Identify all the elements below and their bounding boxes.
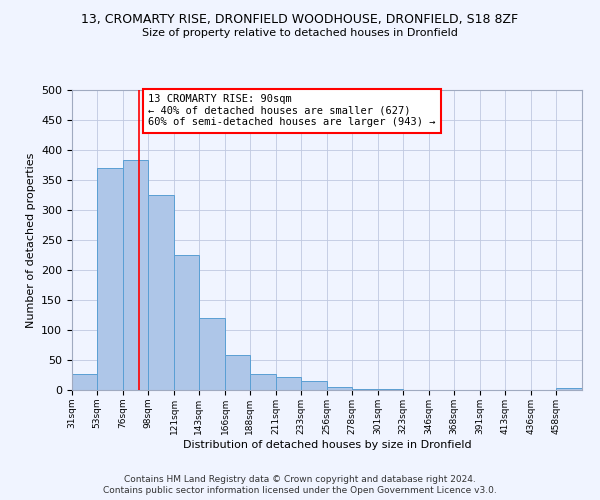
Bar	[97, 168, 123, 390]
Bar	[352, 389, 378, 390]
Bar	[148, 195, 174, 390]
Bar	[72, 374, 97, 390]
Bar	[174, 255, 199, 390]
Bar	[556, 388, 582, 390]
Text: Contains public sector information licensed under the Open Government Licence v3: Contains public sector information licen…	[103, 486, 497, 495]
Y-axis label: Number of detached properties: Number of detached properties	[26, 152, 35, 328]
Text: Size of property relative to detached houses in Dronfield: Size of property relative to detached ho…	[142, 28, 458, 38]
Text: 13, CROMARTY RISE, DRONFIELD WOODHOUSE, DRONFIELD, S18 8ZF: 13, CROMARTY RISE, DRONFIELD WOODHOUSE, …	[82, 12, 518, 26]
Bar	[199, 318, 225, 390]
Bar	[225, 355, 250, 390]
X-axis label: Distribution of detached houses by size in Dronfield: Distribution of detached houses by size …	[182, 440, 472, 450]
Bar	[301, 381, 327, 390]
Bar	[250, 374, 276, 390]
Bar	[276, 377, 301, 390]
Text: Contains HM Land Registry data © Crown copyright and database right 2024.: Contains HM Land Registry data © Crown c…	[124, 475, 476, 484]
Text: 13 CROMARTY RISE: 90sqm
← 40% of detached houses are smaller (627)
60% of semi-d: 13 CROMARTY RISE: 90sqm ← 40% of detache…	[148, 94, 436, 128]
Bar	[123, 160, 148, 390]
Bar	[327, 387, 352, 390]
